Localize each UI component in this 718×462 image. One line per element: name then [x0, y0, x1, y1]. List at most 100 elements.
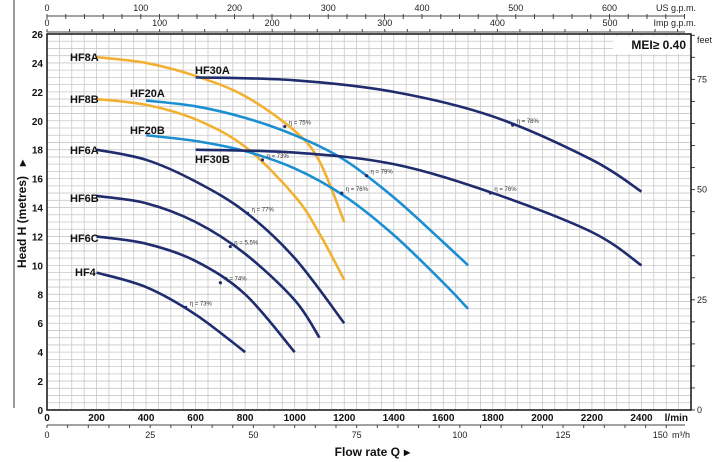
series-line-hf30a: [195, 76, 643, 193]
series-label-hf20b: HF20B: [130, 125, 165, 137]
annotations: η = 75% η = 73% η = 79% η = 76% η = 78% η = 7…: [184, 119, 540, 309]
m3h-tick-label: 0: [44, 430, 49, 440]
x-tick-label: 1800: [482, 413, 505, 424]
mei-badge: MEI≥ 0.40: [631, 38, 686, 52]
y-axis-title: Head H (metres): [15, 176, 29, 268]
y-tick-label: 16: [32, 175, 44, 186]
feet-tick-label: 0: [697, 405, 702, 415]
us-gpm-unit: US g.p.m.: [656, 3, 696, 13]
m3h-tick-label: 25: [145, 430, 155, 440]
imp-gpm-tick-label: 400: [490, 18, 505, 28]
x-tick-label: 1000: [284, 413, 307, 424]
us-gpm-tick-label: 500: [508, 3, 523, 13]
m3h-tick-label: 50: [248, 430, 258, 440]
us-gpm-tick-label: 400: [414, 3, 429, 13]
efficiency-marker: [260, 158, 265, 162]
imp-gpm-tick-label: 0: [44, 18, 49, 28]
m3h-unit: m³/h: [672, 430, 690, 440]
y-tick-label: 8: [37, 290, 43, 301]
us-gpm-tick-label: 100: [133, 3, 148, 13]
y-tick-label: 4: [37, 348, 43, 359]
series-label-hf8b: HF8B: [70, 94, 99, 106]
efficiency-marker: [364, 174, 369, 178]
series-line-hf20a: [145, 99, 469, 267]
series-line-hf8b: [96, 97, 346, 281]
x-tick-label: 2200: [581, 413, 604, 424]
series-line-hf20b: [145, 133, 470, 310]
imp-gpm-tick-label: 200: [265, 18, 280, 28]
efficiency-marker: [184, 305, 188, 309]
us-gpm-tick-label: 200: [227, 3, 242, 13]
x-tick-label: 1200: [333, 413, 356, 424]
series-line-hf6b: [96, 194, 321, 339]
x-tick-label: 200: [88, 413, 105, 424]
feet-unit: feet: [697, 35, 713, 45]
efficiency-label: η = 73%: [266, 154, 289, 160]
x-axis-arrow: ▸: [403, 445, 411, 459]
feet-tick-label: 75: [697, 74, 707, 84]
y-tick-label: 24: [32, 59, 44, 70]
efficiency-label: η = 76%: [346, 187, 369, 193]
series-line-hf6a: [96, 148, 346, 325]
m3h-tick-label: 100: [452, 430, 467, 440]
efficiency-label: η = 5.5%: [234, 241, 259, 247]
series-line-hf30b: [195, 148, 643, 267]
x-tick-label: 2000: [531, 413, 554, 424]
efficiency-marker: [283, 124, 287, 129]
efficiency-marker: [340, 191, 344, 195]
feet-tick-label: 50: [697, 185, 707, 195]
efficiency-label: η = 77%: [252, 207, 275, 213]
series-group: HF8A HF8B HF20A HF20B HF30A HF30B HF6A HF6B HF6C…: [70, 52, 643, 354]
x-tick-label: 1400: [383, 413, 406, 424]
x-tick-label: 600: [187, 413, 204, 424]
x-tick-label: 0: [44, 413, 50, 424]
y-tick-label: 10: [32, 261, 44, 272]
y-tick-label: 18: [32, 146, 44, 157]
x-tick-label: 400: [138, 413, 155, 424]
plot-frame: [46, 33, 692, 411]
series-label-hf6a: HF6A: [70, 145, 99, 157]
us-gpm-tick-label: 300: [321, 3, 336, 13]
x-axis-title: Flow rate Q: [335, 445, 400, 459]
efficiency-marker: [228, 244, 232, 249]
m3h-tick-label: 75: [352, 430, 362, 440]
y-tick-label: 20: [32, 117, 44, 128]
x-tick-label: 2400: [630, 413, 653, 424]
mei-badge-bg: [613, 36, 689, 54]
efficiency-label: η = 76%: [494, 187, 517, 193]
series-line-hf6c: [96, 235, 296, 353]
x-unit-label: l/min: [665, 413, 688, 424]
y-tick-label: 26: [32, 30, 44, 41]
imp-gpm-tick-label: 100: [152, 18, 167, 28]
m3h-tick-label: 125: [556, 430, 571, 440]
series-label-hf6c: HF6C: [70, 233, 99, 245]
y-tick-label: 2: [37, 377, 43, 388]
series-label-hf30b: HF30B: [195, 154, 230, 166]
m3h-tick-label: 150: [653, 430, 668, 440]
y-tick-label: 0: [37, 406, 43, 417]
series-line-hf4: [96, 271, 246, 354]
efficiency-marker: [246, 211, 250, 215]
efficiency-label: η = 73%: [190, 301, 213, 307]
efficiency-marker: [488, 191, 492, 195]
series-line-hf8a: [96, 55, 346, 223]
y-axis-arrow: ▸: [15, 159, 29, 167]
y-tick-label: 22: [32, 88, 44, 99]
x-tick-label: 800: [237, 413, 254, 424]
imp-gpm-unit: Imp g.p.m.: [653, 18, 696, 28]
feet-tick-label: 25: [697, 295, 707, 305]
efficiency-label: η = 74%: [224, 277, 247, 283]
efficiency-label: η = 75%: [289, 121, 312, 127]
imp-gpm-tick-label: 300: [377, 18, 392, 28]
y-tick-label: 12: [32, 232, 44, 243]
series-label-hf20a: HF20A: [130, 88, 165, 100]
series-label-hf6b: HF6B: [70, 193, 99, 205]
us-gpm-tick-label: 0: [44, 3, 49, 13]
imp-gpm-tick-label: 500: [602, 18, 617, 28]
efficiency-marker: [218, 281, 222, 285]
x-tick-label: 1600: [432, 413, 455, 424]
series-label-hf4: HF4: [75, 267, 97, 279]
series-label-hf30a: HF30A: [195, 65, 230, 77]
